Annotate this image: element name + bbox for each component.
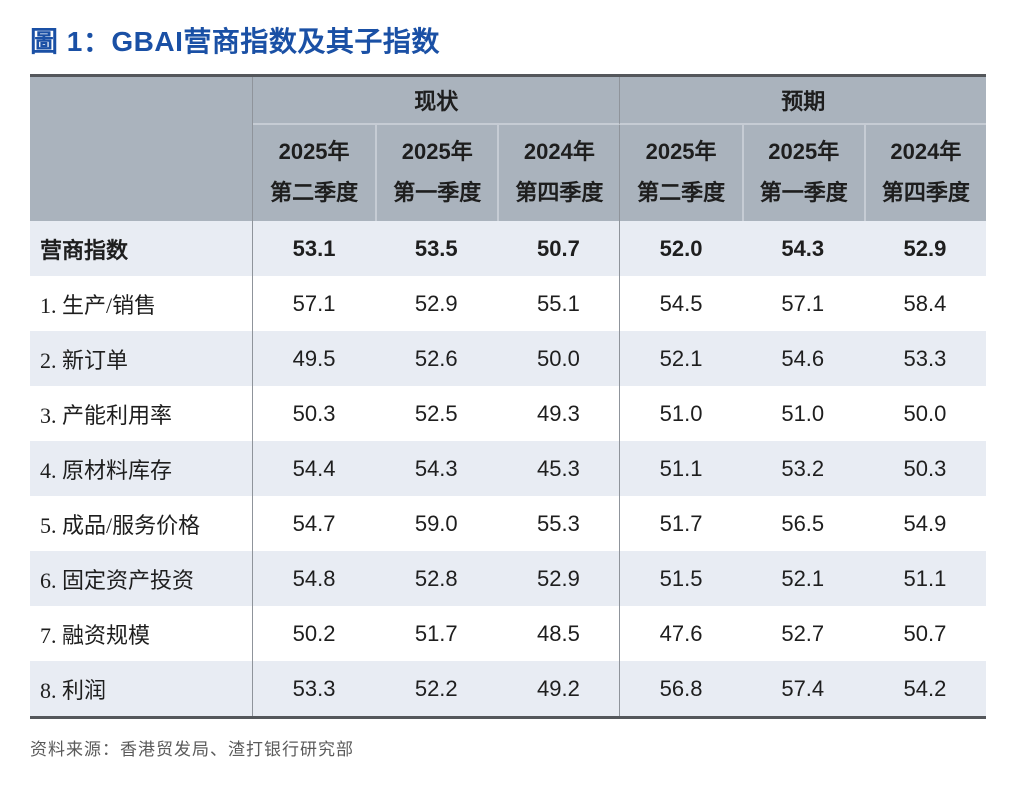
row-value: 49.2 bbox=[536, 675, 580, 701]
row-value: 53.3 bbox=[292, 675, 336, 701]
row-label: 6. 固定资产投资 bbox=[30, 551, 253, 606]
column-header-year: 2024年 bbox=[890, 139, 962, 165]
row-value: 52.9 bbox=[903, 235, 947, 261]
gbai-index-table: 现状 预期 2025年 第二季度 2025年 第一季度 2024年 第四季度 2… bbox=[30, 74, 986, 719]
row-value: 52.9 bbox=[536, 565, 580, 591]
column-header: 2025年 第二季度 bbox=[253, 125, 375, 221]
row-value: 51.1 bbox=[619, 441, 741, 496]
row-value: 54.7 bbox=[292, 510, 336, 536]
row-value: 59.0 bbox=[414, 510, 458, 536]
row-value: 50.3 bbox=[292, 400, 336, 426]
row-value: 53.2 bbox=[781, 455, 825, 481]
table-header: 现状 预期 2025年 第二季度 2025年 第一季度 2024年 第四季度 2… bbox=[30, 77, 986, 221]
figure-title: 圖 1：GBAI营商指数及其子指数 bbox=[30, 26, 440, 57]
column-header-year: 2025年 bbox=[645, 139, 717, 165]
row-value: 55.3 bbox=[536, 510, 580, 536]
table-row: 2. 新订单 49.5 52.6 50.0 52.1 54.6 53.3 bbox=[30, 331, 986, 386]
table-row: 7. 融资规模 50.2 51.7 48.5 47.6 52.7 50.7 bbox=[30, 606, 986, 661]
row-value: 52.5 bbox=[414, 400, 458, 426]
row-value: 51.7 bbox=[414, 620, 458, 646]
table-body: 营商指数 53.1 53.5 50.7 52.0 54.3 52.9 1. 生产… bbox=[30, 221, 986, 716]
row-value: 50.0 bbox=[903, 400, 947, 426]
row-value: 52.0 bbox=[619, 221, 741, 276]
row-value: 47.6 bbox=[619, 606, 741, 661]
column-header-quarter: 第一季度 bbox=[759, 180, 848, 205]
row-value: 52.1 bbox=[781, 565, 825, 591]
row-value: 56.8 bbox=[619, 661, 741, 716]
row-value: 52.2 bbox=[414, 675, 458, 701]
row-label: 5. 成品/服务价格 bbox=[30, 496, 253, 551]
column-header-year: 2025年 bbox=[768, 139, 840, 165]
table-row: 1. 生产/销售 57.1 52.9 55.1 54.5 57.1 58.4 bbox=[30, 276, 986, 331]
row-value: 50.7 bbox=[903, 620, 947, 646]
column-header: 2024年 第四季度 bbox=[497, 125, 619, 221]
column-header: 2025年 第二季度 bbox=[619, 125, 741, 221]
row-value: 55.1 bbox=[536, 290, 580, 316]
row-value: 49.3 bbox=[536, 400, 580, 426]
source-note: 资料来源：香港贸发局、渣打银行研究部 bbox=[30, 740, 354, 759]
row-value: 54.3 bbox=[414, 455, 458, 481]
table-row: 6. 固定资产投资 54.8 52.8 52.9 51.5 52.1 51.1 bbox=[30, 551, 986, 606]
row-value: 54.6 bbox=[781, 345, 825, 371]
table-row: 8. 利润 53.3 52.2 49.2 56.8 57.4 54.2 bbox=[30, 661, 986, 716]
row-value: 54.9 bbox=[903, 510, 947, 536]
row-value: 51.0 bbox=[619, 386, 741, 441]
row-label: 3. 产能利用率 bbox=[30, 386, 253, 441]
row-label: 4. 原材料库存 bbox=[30, 441, 253, 496]
column-header-year: 2025年 bbox=[401, 139, 473, 165]
row-value: 51.5 bbox=[619, 551, 741, 606]
group-header-expected: 预期 bbox=[619, 77, 986, 125]
row-value: 54.3 bbox=[781, 235, 825, 261]
column-header: 2025年 第一季度 bbox=[375, 125, 497, 221]
table-row: 3. 产能利用率 50.3 52.5 49.3 51.0 51.0 50.0 bbox=[30, 386, 986, 441]
row-value: 52.9 bbox=[414, 290, 458, 316]
column-header-quarter: 第一季度 bbox=[393, 180, 482, 205]
row-value: 50.2 bbox=[292, 620, 336, 646]
column-header-quarter: 第二季度 bbox=[637, 180, 726, 205]
table-row: 5. 成品/服务价格 54.7 59.0 55.3 51.7 56.5 54.9 bbox=[30, 496, 986, 551]
group-header-current: 现状 bbox=[253, 77, 620, 125]
row-value: 45.3 bbox=[536, 455, 580, 481]
row-value: 57.4 bbox=[781, 675, 825, 701]
column-header: 2024年 第四季度 bbox=[863, 125, 986, 221]
row-value: 50.3 bbox=[903, 455, 947, 481]
row-value: 50.7 bbox=[536, 235, 580, 261]
row-label: 8. 利润 bbox=[30, 661, 253, 716]
row-value: 52.8 bbox=[414, 565, 458, 591]
row-value: 54.8 bbox=[292, 565, 336, 591]
row-value: 49.5 bbox=[292, 345, 336, 371]
row-value: 53.5 bbox=[414, 235, 458, 261]
row-label: 营商指数 bbox=[30, 221, 253, 276]
row-value: 54.5 bbox=[619, 276, 741, 331]
row-value: 54.2 bbox=[903, 675, 947, 701]
row-value: 54.4 bbox=[292, 455, 336, 481]
column-header: 2025年 第一季度 bbox=[741, 125, 864, 221]
column-header-year: 2025年 bbox=[278, 139, 350, 165]
row-value: 52.6 bbox=[414, 345, 458, 371]
column-header-year: 2024年 bbox=[523, 139, 595, 165]
row-label: 7. 融资规模 bbox=[30, 606, 253, 661]
row-value: 51.1 bbox=[903, 565, 947, 591]
row-value: 53.1 bbox=[292, 235, 336, 261]
row-value: 57.1 bbox=[292, 290, 336, 316]
row-value: 51.7 bbox=[619, 496, 741, 551]
row-value: 52.1 bbox=[619, 331, 741, 386]
row-value: 52.7 bbox=[781, 620, 825, 646]
row-value: 56.5 bbox=[781, 510, 825, 536]
row-value: 53.3 bbox=[903, 345, 947, 371]
column-header-quarter: 第四季度 bbox=[515, 180, 604, 205]
table-row: 4. 原材料库存 54.4 54.3 45.3 51.1 53.2 50.3 bbox=[30, 441, 986, 496]
row-label: 1. 生产/销售 bbox=[30, 276, 253, 331]
table-row: 营商指数 53.1 53.5 50.7 52.0 54.3 52.9 bbox=[30, 221, 986, 276]
row-value: 57.1 bbox=[781, 290, 825, 316]
row-label: 2. 新订单 bbox=[30, 331, 253, 386]
column-header-quarter: 第四季度 bbox=[881, 180, 970, 205]
row-value: 51.0 bbox=[781, 400, 825, 426]
header-corner-cell bbox=[30, 77, 253, 221]
row-value: 48.5 bbox=[536, 620, 580, 646]
row-value: 58.4 bbox=[903, 290, 947, 316]
row-value: 50.0 bbox=[536, 345, 580, 371]
column-header-quarter: 第二季度 bbox=[270, 180, 359, 205]
